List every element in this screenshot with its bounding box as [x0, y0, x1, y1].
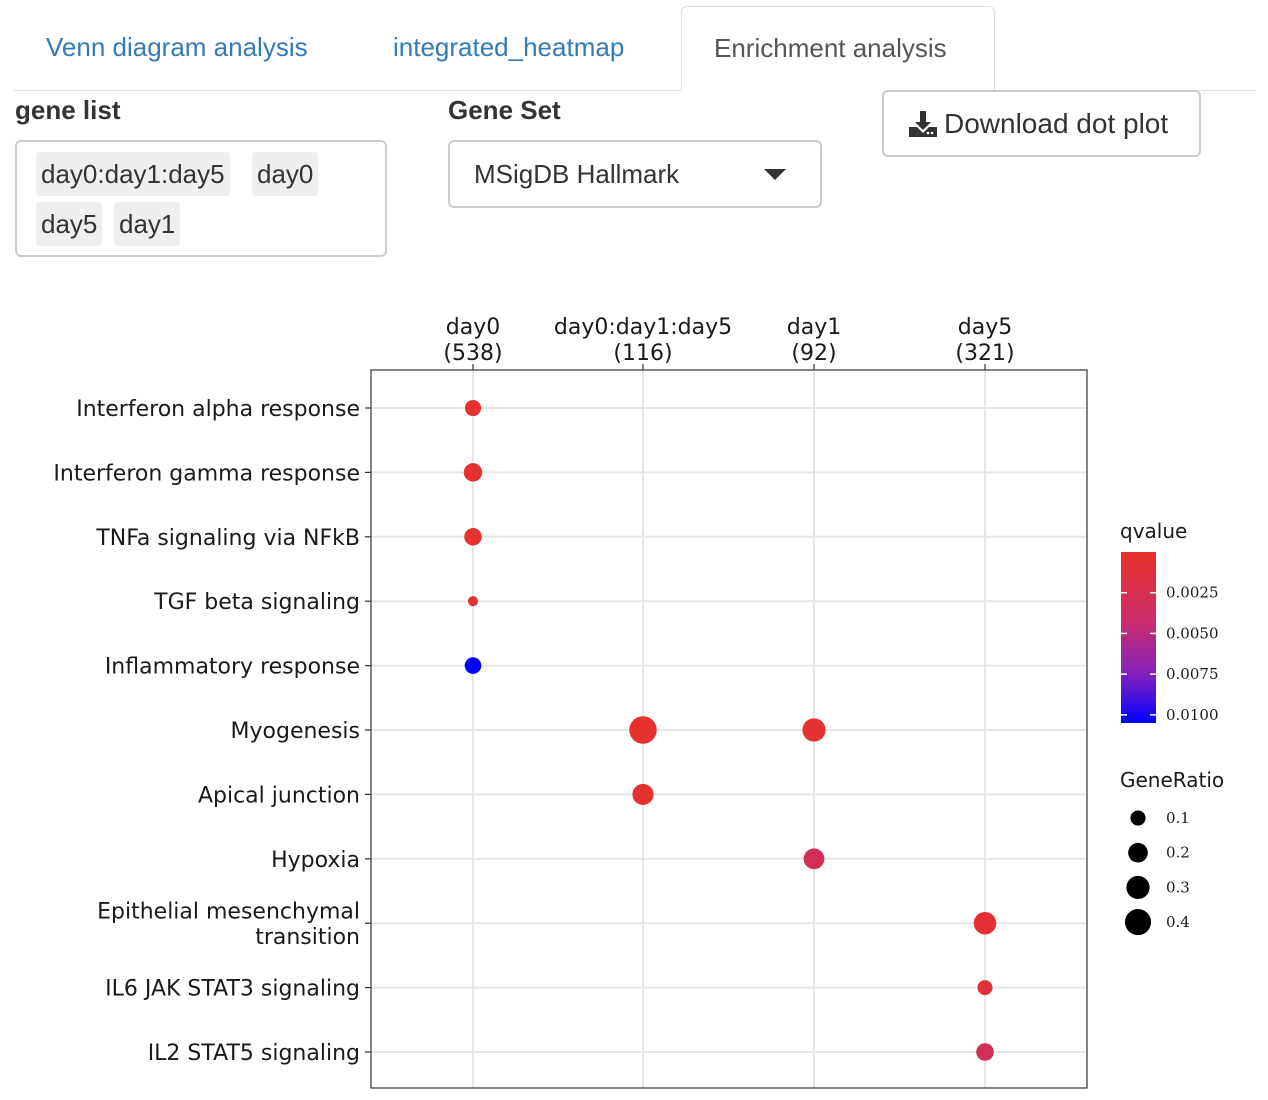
dot-point — [977, 980, 993, 996]
gene-ratio-legend-tick: 0.3 — [1166, 878, 1190, 896]
gene-ratio-legend-tick: 0.1 — [1166, 809, 1190, 827]
qvalue-legend-tick: 0.0075 — [1166, 665, 1219, 683]
x-tick-label: day0:day1:day5 — [554, 315, 732, 340]
dot-point — [629, 716, 657, 744]
x-tick-label: day5 — [958, 315, 1012, 340]
dots — [463, 399, 997, 1061]
dot-point — [463, 463, 483, 482]
y-tick-label: Myogenesis — [231, 719, 360, 744]
dot-point — [467, 596, 479, 607]
gene-list-chip[interactable]: day0:day1:day5 — [36, 152, 230, 196]
y-tick-label: Hypoxia — [271, 848, 360, 873]
gene-ratio-legend-dot — [1130, 810, 1146, 826]
tab-integrated-heatmap[interactable]: integrated_heatmap — [393, 32, 625, 62]
tab-enrichment-analysis[interactable]: Enrichment analysis — [681, 6, 995, 91]
x-tick-count: (116) — [613, 341, 672, 366]
gene-ratio-legend-dot — [1124, 909, 1152, 936]
dot-point — [632, 783, 654, 805]
gene-set-value: MSigDB Hallmark — [474, 159, 680, 189]
plot-panel-border — [370, 369, 1088, 1089]
y-tick-label: TGF beta signaling — [153, 590, 360, 615]
gene-ratio-legend-dot — [1126, 875, 1150, 899]
qvalue-legend: qvalue 0.0025 0.0050 0.0075 0.0100 — [1120, 519, 1219, 724]
x-axis-labels: day0(538) day0:day1:day5(116) day1(92) day5… — [443, 315, 1015, 370]
dot-point — [802, 718, 826, 742]
download-button-label: Download dot plot — [944, 108, 1169, 139]
y-tick-label: Epithelial mesenchymal transition — [97, 900, 360, 951]
gene-set-label: Gene Set — [448, 95, 561, 125]
qvalue-legend-tick: 0.0100 — [1166, 706, 1219, 724]
x-tick-label: day0 — [446, 315, 500, 340]
dot-point — [464, 399, 482, 417]
download-dot-plot-button[interactable]: Download dot plot — [882, 90, 1201, 157]
y-tick-label: TNFa signaling via NFkB — [95, 526, 360, 551]
qvalue-legend-tick: 0.0025 — [1166, 584, 1219, 602]
gene-list-multiselect[interactable]: day0:day1:day5 day0 day5 day1 — [15, 140, 387, 257]
y-tick-label: Inflammatory response — [105, 655, 360, 680]
download-icon — [909, 111, 937, 137]
y-tick-label: Apical junction — [198, 783, 360, 808]
dot-point — [464, 657, 482, 674]
dot-point — [803, 848, 825, 870]
gene-set-select[interactable]: MSigDB Hallmark — [448, 140, 822, 208]
tab-bar: Venn diagram analysis integrated_heatmap… — [14, 0, 1256, 91]
gene-list-chip[interactable]: day1 — [114, 202, 181, 246]
dot-point — [464, 528, 482, 546]
gene-ratio-legend-tick: 0.2 — [1166, 844, 1190, 862]
y-axis-labels: Interferon alpha response Interferon gamm… — [53, 397, 371, 1066]
gene-ratio-legend: GeneRatio 0.1 0.2 0.3 0.4 — [1120, 768, 1224, 936]
qvalue-legend-title: qvalue — [1120, 519, 1187, 543]
x-tick-count: (321) — [955, 341, 1014, 366]
dot-point — [976, 1043, 994, 1061]
qvalue-colorbar — [1121, 552, 1156, 723]
y-tick-label: Interferon gamma response — [53, 461, 360, 486]
caret-down-icon — [764, 169, 786, 180]
tab-venn-diagram-analysis[interactable]: Venn diagram analysis — [46, 32, 308, 62]
x-tick-count: (92) — [791, 341, 836, 366]
gene-ratio-legend-tick: 0.4 — [1166, 913, 1190, 931]
gene-ratio-legend-title: GeneRatio — [1120, 768, 1224, 792]
y-tick-label-line: Epithelial mesenchymal — [97, 900, 360, 925]
x-tick-label: day1 — [787, 315, 841, 340]
gene-list-chip[interactable]: day5 — [36, 202, 103, 246]
y-tick-label: Interferon alpha response — [76, 397, 360, 422]
gene-list-label: gene list — [15, 95, 121, 125]
gene-list-chip[interactable]: day0 — [252, 152, 319, 196]
qvalue-legend-tick: 0.0050 — [1166, 624, 1219, 642]
y-tick-label: IL6 JAK STAT3 signaling — [105, 977, 360, 1002]
x-tick-count: (538) — [443, 341, 502, 366]
dot-point — [973, 911, 997, 935]
y-tick-label: IL2 STAT5 signaling — [148, 1041, 360, 1066]
y-tick-label-line: transition — [255, 925, 360, 950]
gene-ratio-legend-dot — [1128, 842, 1148, 863]
